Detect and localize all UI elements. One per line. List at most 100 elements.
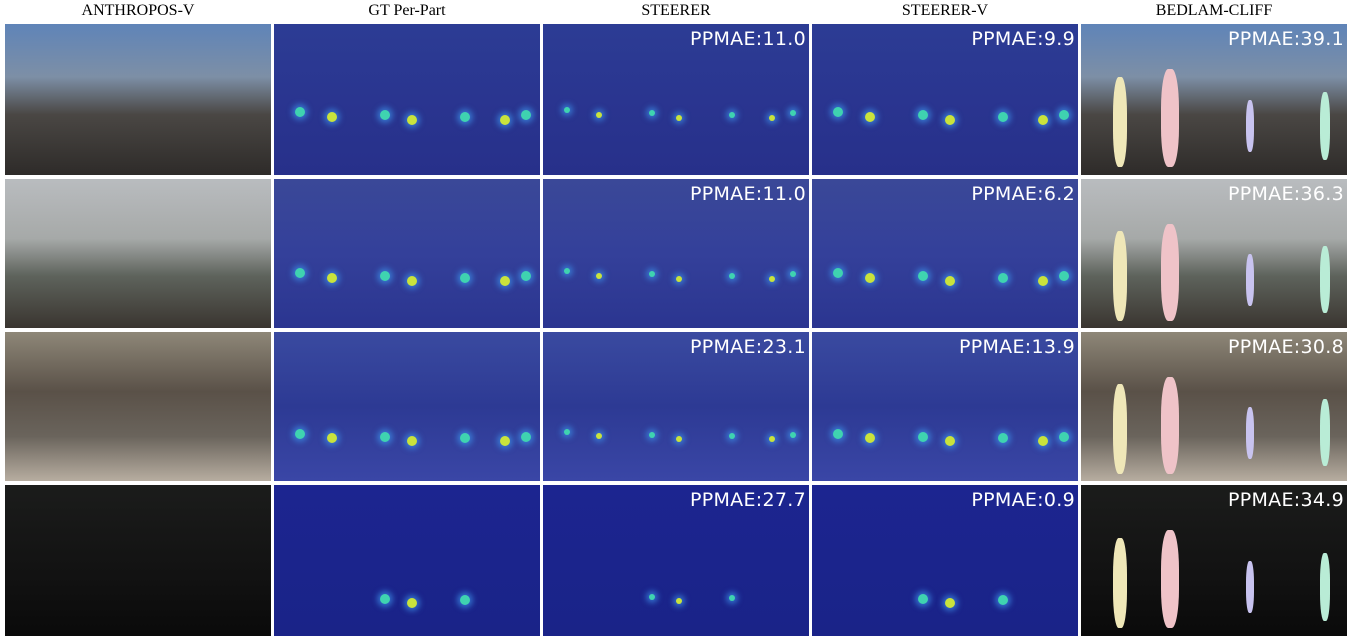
body-mesh: [1113, 538, 1127, 629]
heat-blob: [790, 432, 796, 438]
heat-blob: [380, 594, 390, 604]
body-mesh: [1246, 407, 1254, 459]
body-mesh: [1246, 254, 1254, 306]
ppmae-label: PPMAE:9.9: [971, 28, 1075, 50]
image-panel: PPMAE:9.9: [812, 24, 1078, 175]
ppmae-label: PPMAE:6.2: [971, 183, 1075, 205]
image-panel: PPMAE:11.0: [543, 179, 809, 328]
image-panel: [274, 485, 540, 636]
column-header: STEERER-V: [812, 2, 1078, 22]
heat-blob: [918, 594, 928, 604]
heat-blob: [918, 432, 928, 442]
heat-blob: [729, 273, 735, 279]
heat-blob: [998, 433, 1008, 443]
body-mesh: [1320, 553, 1330, 621]
image-panel: PPMAE:0.9: [812, 485, 1078, 636]
heat-blob: [729, 112, 735, 118]
body-mesh: [1161, 530, 1179, 628]
heat-blob: [295, 429, 305, 439]
heat-blob: [865, 112, 875, 122]
heat-blob: [500, 115, 510, 125]
column-header: STEERER: [543, 2, 809, 22]
heat-blob: [945, 276, 955, 286]
image-panel: PPMAE:6.2: [812, 179, 1078, 328]
ppmae-label: PPMAE:0.9: [971, 489, 1075, 511]
heat-blob: [295, 107, 305, 117]
heat-blob: [1059, 271, 1069, 281]
heat-blob: [460, 595, 470, 605]
heat-blob: [676, 598, 682, 604]
heat-blob: [945, 598, 955, 608]
column-header: GT Per-Part: [274, 2, 540, 22]
heat-blob: [790, 271, 796, 277]
column-header: ANTHROPOS-V: [5, 2, 271, 22]
body-mesh: [1320, 399, 1330, 466]
heat-blob: [407, 276, 417, 286]
image-panel: [274, 24, 540, 175]
ppmae-label: PPMAE:13.9: [959, 336, 1075, 358]
heat-blob: [500, 436, 510, 446]
heat-blob: [998, 595, 1008, 605]
image-panel: [5, 24, 271, 175]
heat-blob: [1038, 276, 1048, 286]
body-mesh: [1320, 92, 1330, 160]
image-panel: [274, 179, 540, 328]
heat-blob: [1038, 436, 1048, 446]
heat-blob: [649, 271, 655, 277]
heat-blob: [380, 110, 390, 120]
heat-blob: [564, 268, 570, 274]
heat-blob: [327, 112, 337, 122]
body-mesh: [1320, 246, 1330, 313]
heat-blob: [945, 436, 955, 446]
heat-blob: [327, 433, 337, 443]
ppmae-label: PPMAE:23.1: [690, 336, 806, 358]
heat-blob: [327, 273, 337, 283]
ppmae-label: PPMAE:39.1: [1228, 28, 1344, 50]
heat-blob: [676, 276, 682, 282]
body-mesh: [1113, 77, 1127, 168]
heat-blob: [380, 432, 390, 442]
heat-blob: [833, 429, 843, 439]
heat-blob: [998, 112, 1008, 122]
heat-blob: [833, 268, 843, 278]
heat-blob: [596, 273, 602, 279]
heat-blob: [407, 115, 417, 125]
heat-blob: [500, 276, 510, 286]
body-mesh: [1113, 384, 1127, 473]
heat-blob: [918, 271, 928, 281]
heat-blob: [380, 271, 390, 281]
heat-blob: [790, 110, 796, 116]
heat-blob: [564, 429, 570, 435]
heat-blob: [521, 110, 531, 120]
ppmae-label: PPMAE:30.8: [1228, 336, 1344, 358]
image-panel: PPMAE:27.7: [543, 485, 809, 636]
heat-blob: [649, 432, 655, 438]
body-mesh: [1161, 377, 1179, 474]
image-panel: PPMAE:23.1: [543, 332, 809, 481]
heat-blob: [729, 433, 735, 439]
image-panel: PPMAE:36.3: [1081, 179, 1347, 328]
image-panel: [5, 332, 271, 481]
image-panel: PPMAE:30.8: [1081, 332, 1347, 481]
body-mesh: [1246, 561, 1254, 614]
heat-blob: [564, 107, 570, 113]
heat-blob: [649, 110, 655, 116]
heat-blob: [295, 268, 305, 278]
heat-blob: [460, 433, 470, 443]
heat-blob: [676, 436, 682, 442]
image-panel: PPMAE:39.1: [1081, 24, 1347, 175]
image-panel: PPMAE:34.9: [1081, 485, 1347, 636]
ppmae-label: PPMAE:11.0: [690, 183, 806, 205]
heat-blob: [407, 598, 417, 608]
heat-blob: [649, 594, 655, 600]
heat-blob: [1059, 110, 1069, 120]
heat-blob: [1059, 432, 1069, 442]
body-mesh: [1113, 231, 1127, 320]
figure: ANTHROPOS-VGT Per-PartSTEERERSTEERER-VBE…: [0, 0, 1358, 636]
heat-blob: [865, 433, 875, 443]
heat-blob: [729, 595, 735, 601]
column-header: BEDLAM-CLIFF: [1081, 2, 1347, 22]
heat-blob: [460, 273, 470, 283]
image-panel: PPMAE:13.9: [812, 332, 1078, 481]
heat-blob: [918, 110, 928, 120]
